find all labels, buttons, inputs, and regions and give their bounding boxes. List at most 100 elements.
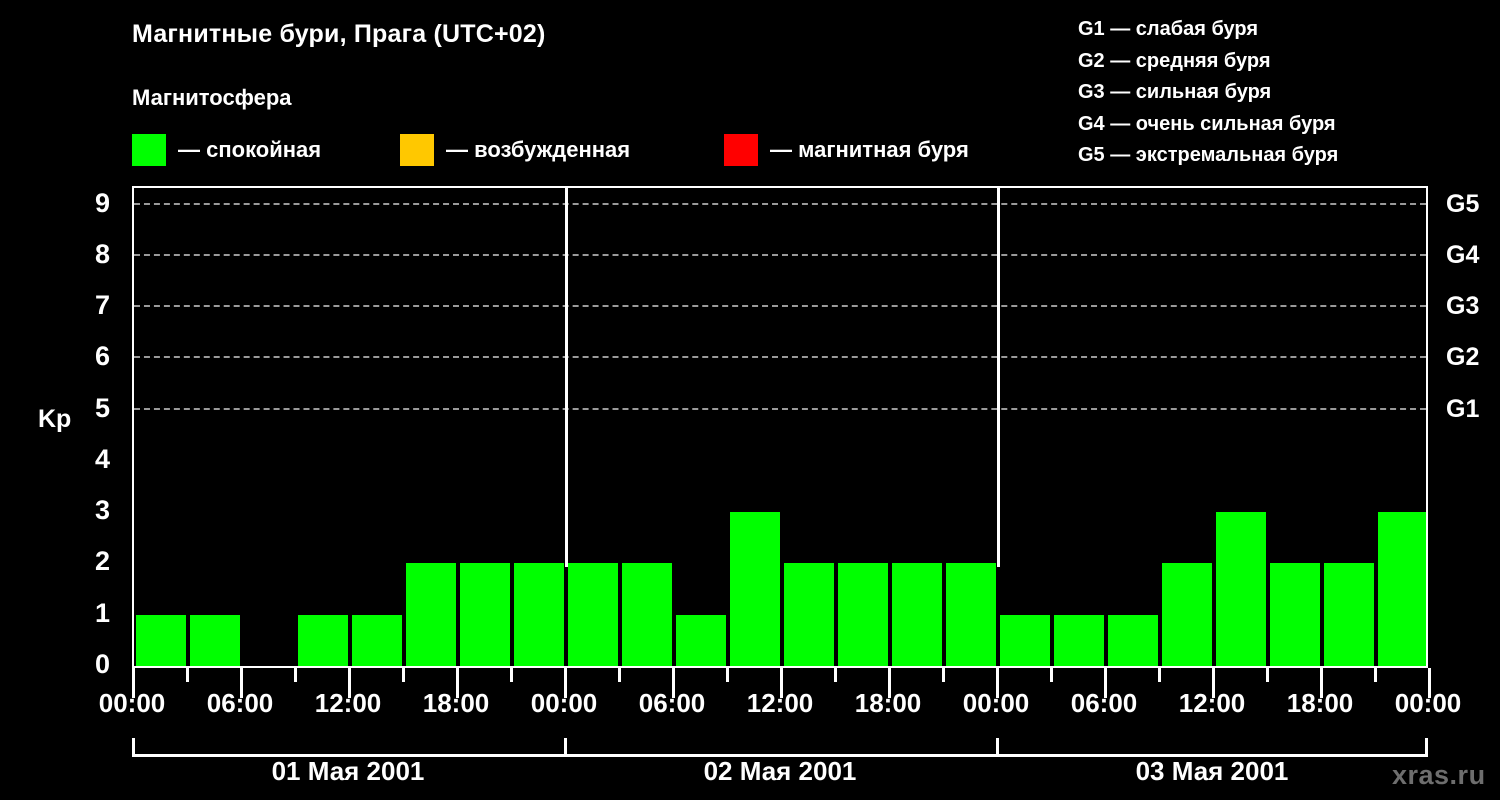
bar — [514, 563, 564, 666]
bar — [136, 614, 186, 666]
x-tick-30h — [672, 668, 675, 698]
bar — [784, 563, 834, 666]
g-scale-line-g3: G3 — сильная буря — [1078, 81, 1272, 103]
bar — [460, 563, 510, 666]
gridline-kp-9 — [134, 202, 1426, 205]
bar — [352, 614, 402, 666]
x-tick-27h — [618, 668, 621, 682]
x-tick-45h — [942, 668, 945, 682]
bar — [1378, 512, 1426, 666]
y-tick-label-8: 8 — [94, 238, 110, 269]
x-tick-42h — [888, 668, 891, 698]
x-tick-0h — [132, 668, 135, 698]
x-tick-6h — [240, 668, 243, 698]
gridline-kp-7 — [134, 305, 1426, 308]
day-label: 03 Мая 2001 — [1135, 756, 1289, 786]
x-tick-36h — [780, 668, 783, 698]
x-tick-label: 18:00 — [1286, 688, 1354, 718]
x-tick-48h — [996, 668, 999, 698]
bar — [190, 614, 240, 666]
x-tick-33h — [726, 668, 729, 682]
bar — [892, 563, 942, 666]
gridline-kp-5 — [134, 407, 1426, 410]
bar — [1216, 512, 1266, 666]
x-tick-label: 18:00 — [422, 688, 490, 718]
bar — [946, 563, 996, 666]
day-bracket — [132, 738, 1428, 757]
legend-swatch-unsettled-icon — [400, 134, 434, 166]
y-tick-label-3: 3 — [94, 495, 110, 526]
legend-label-storm: — магнитная буря — [770, 137, 969, 162]
legend-item-unsettled: — возбужденная — [400, 133, 630, 167]
bar — [568, 563, 618, 666]
x-tick-60h — [1212, 668, 1215, 698]
x-tick-57h — [1158, 668, 1161, 682]
day-bracket-tick — [132, 738, 135, 757]
x-tick-12h — [348, 668, 351, 698]
watermark: xras.ru — [1392, 760, 1486, 790]
legend-swatch-calm-icon — [132, 134, 166, 166]
page-title: Магнитные бури, Прага (UTC+02) — [132, 20, 546, 48]
g-scale-line-g4: G4 — очень сильная буря — [1078, 112, 1336, 135]
y-tick-label-7: 7 — [94, 290, 110, 321]
gridline-kp-6 — [134, 356, 1426, 359]
day-separator — [996, 188, 1000, 568]
bar — [1000, 614, 1050, 666]
y-tick-label-5: 5 — [94, 392, 110, 423]
bar — [1324, 563, 1374, 666]
legend-item-storm: — магнитная буря — [724, 133, 969, 167]
x-tick-label: 00:00 — [530, 688, 598, 718]
gridline-kp-8 — [134, 253, 1426, 256]
day-separator — [564, 188, 568, 568]
y-axis-title: Kp — [38, 405, 72, 433]
magnetosphere-heading: Магнитосфера — [132, 85, 292, 110]
x-tick-label: 12:00 — [1178, 688, 1246, 718]
g-scale-line-g2: G2 — средняя буря — [1078, 49, 1271, 72]
day-bracket-tick — [564, 738, 567, 757]
x-tick-66h — [1320, 668, 1323, 698]
x-tick-18h — [456, 668, 459, 698]
g-axis-label-g4: G4 — [1446, 240, 1480, 269]
bar — [298, 614, 348, 666]
x-tick-24h — [564, 668, 567, 698]
plot-inner — [134, 188, 1426, 666]
day-bracket-line — [132, 754, 1428, 757]
x-tick-72h — [1428, 668, 1431, 698]
x-tick-63h — [1266, 668, 1269, 682]
x-tick-54h — [1104, 668, 1107, 698]
bar — [1162, 563, 1212, 666]
x-tick-label: 00:00 — [1394, 688, 1462, 718]
bar — [1054, 614, 1104, 666]
bar — [1270, 563, 1320, 666]
g-axis-label-g3: G3 — [1446, 292, 1480, 321]
g-axis-label-g5: G5 — [1446, 189, 1480, 218]
legend-swatch-storm-icon — [724, 134, 758, 166]
x-tick-label: 06:00 — [1070, 688, 1138, 718]
x-tick-3h — [186, 668, 189, 682]
x-tick-51h — [1050, 668, 1053, 682]
g-axis-label-g2: G2 — [1446, 343, 1480, 372]
day-label: 02 Мая 2001 — [703, 756, 857, 786]
bar — [676, 614, 726, 666]
x-tick-label: 06:00 — [206, 688, 274, 718]
x-tick-label: 18:00 — [854, 688, 922, 718]
y-tick-label-0: 0 — [94, 649, 110, 679]
y-tick-label-1: 1 — [94, 597, 110, 628]
bar — [838, 563, 888, 666]
bar — [406, 563, 456, 666]
x-tick-label: 12:00 — [314, 688, 382, 718]
day-bracket-tick — [1425, 738, 1428, 757]
y-tick-label-2: 2 — [94, 546, 110, 577]
x-tick-9h — [294, 668, 297, 682]
plot-area — [132, 186, 1428, 668]
g-scale-legend: G1 — слабая буря G2 — средняя буря G3 — … — [1078, 14, 1338, 172]
y-tick-label-6: 6 — [94, 341, 110, 372]
x-tick-69h — [1374, 668, 1377, 682]
legend-label-unsettled: — возбужденная — [446, 137, 631, 162]
bar — [1108, 614, 1158, 666]
legend-label-calm: — спокойная — [178, 137, 322, 162]
g-scale-line-g1: G1 — слабая буря — [1078, 18, 1259, 40]
day-bracket-tick — [996, 738, 999, 757]
x-tick-39h — [834, 668, 837, 682]
